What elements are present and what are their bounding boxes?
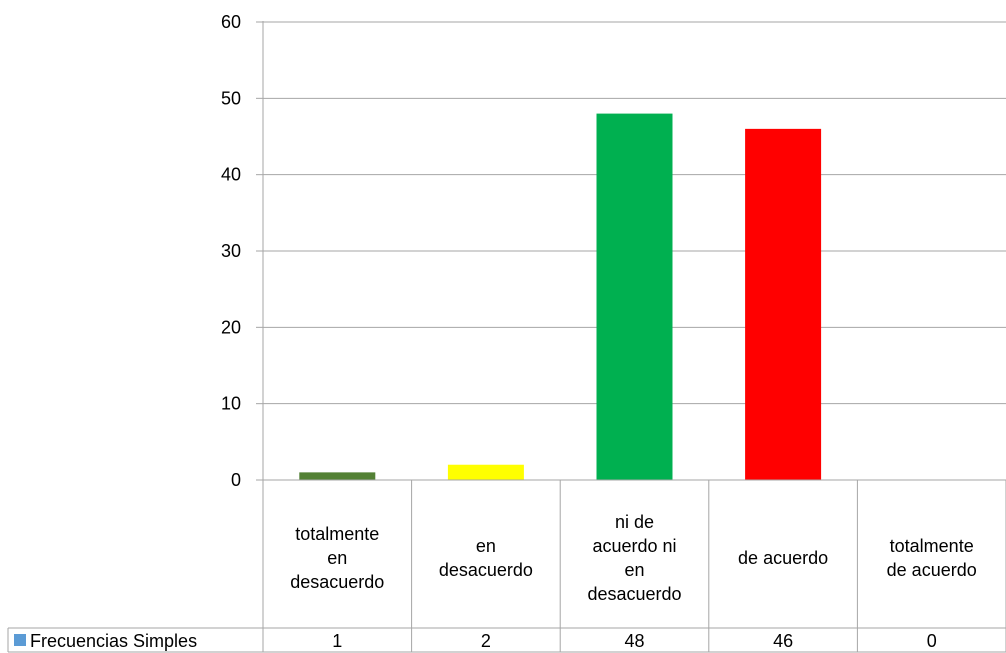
bar [745, 128, 822, 480]
data-label: 2 [481, 631, 491, 651]
category-label: en desacuerdo [439, 536, 533, 580]
data-label: 46 [773, 631, 793, 651]
bar [596, 113, 673, 480]
legend-label: Frecuencias Simples [30, 631, 197, 651]
data-label: 48 [624, 631, 644, 651]
data-label: 1 [332, 631, 342, 651]
y-tick-label: 40 [221, 165, 241, 185]
plot-bars [299, 113, 822, 480]
bar [299, 472, 376, 480]
y-tick-label: 20 [221, 317, 241, 337]
data-label: 0 [927, 631, 937, 651]
data-table: totalmente en desacuerdo en desacuerdo ni de a… [7, 479, 1006, 653]
y-tick-label: 50 [221, 88, 241, 108]
category-label: totalmente en desacuerdo [290, 524, 384, 592]
y-tick-label: 0 [231, 470, 241, 490]
legend-swatch [14, 634, 26, 646]
y-tick-label: 30 [221, 241, 241, 261]
category-label: ni de acuerdo ni en desacuerdo [587, 512, 681, 604]
category-label: de acuerdo [738, 548, 828, 568]
y-tick-label: 10 [221, 394, 241, 414]
y-axis: 0 10 20 30 40 50 60 [221, 12, 264, 490]
category-label: totalmente de acuerdo [887, 536, 977, 580]
bar [447, 464, 524, 480]
y-tick-label: 60 [221, 12, 241, 32]
